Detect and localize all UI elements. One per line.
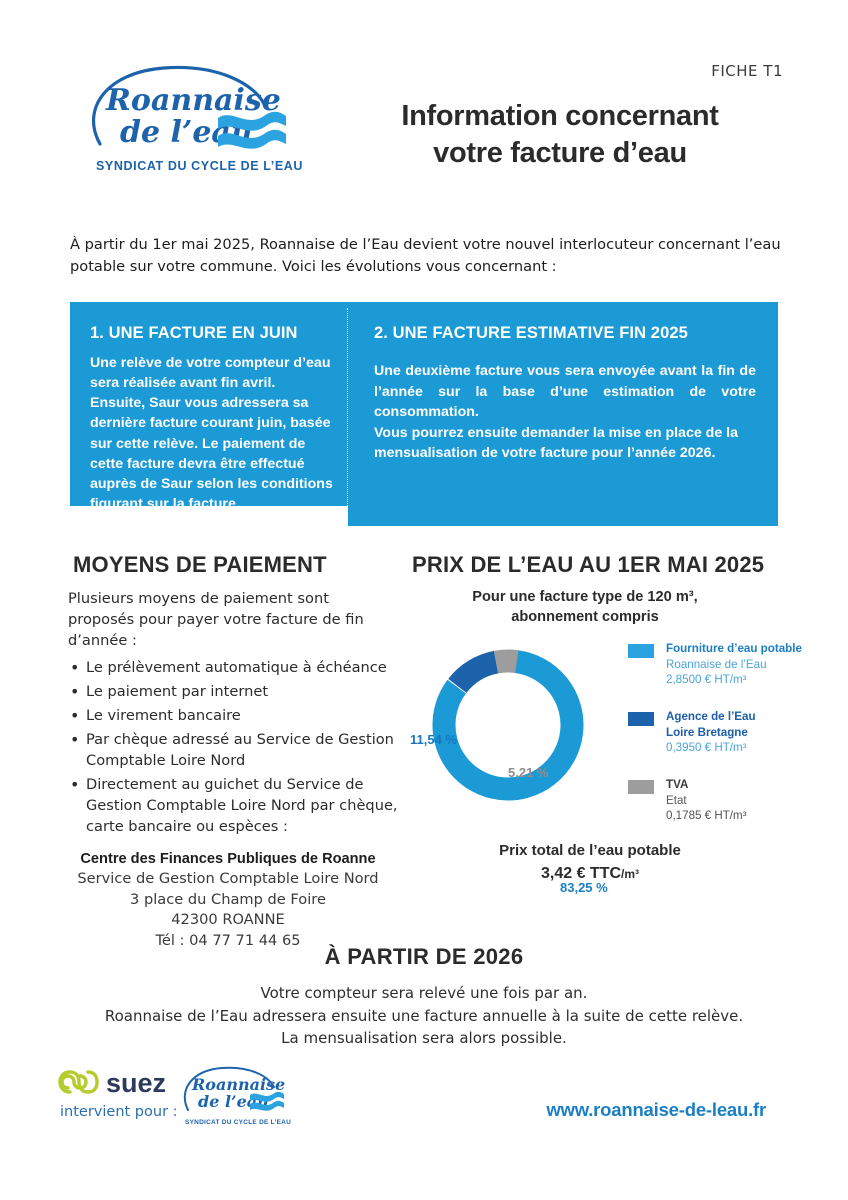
water-price-donut-chart: 11,54 % 5,21 % 83,25 % Fourniture d’eau …	[410, 637, 802, 895]
panel-facture-juin: 1. UNE FACTURE EN JUIN Une relève de vot…	[70, 302, 348, 512]
logo-svg: Roannaise de l’eau SYNDICAT DU CYCLE DE …	[92, 65, 303, 173]
legend-item-agence: Agence de l’Eau Loire Bretagne 0,3950 € …	[628, 709, 803, 755]
total-price-label: Prix total de l’eau potable	[499, 842, 681, 859]
intro-paragraph: À partir du 1er mai 2025, Roannaise de l…	[70, 236, 781, 276]
roannaise-de-leau-logo: Roannaise de l’eau SYNDICAT DU CYCLE DE …	[78, 58, 308, 188]
page-title-line1: Information concernant	[401, 100, 719, 132]
chart-legend: Fourniture d’eau potable Roannaise de l’…	[628, 641, 803, 845]
legend-swatch-icon	[628, 780, 654, 795]
page-title-line2: votre facture d’eau	[433, 137, 687, 170]
panel-facture-estimative: 2. UNE FACTURE ESTIMATIVE FIN 2025 Une d…	[348, 302, 778, 526]
donut-label-tva: 5,21 %	[508, 765, 549, 781]
total-price-amount: 3,42 € TTC	[540, 864, 622, 882]
fiche-reference: FICHE T1	[711, 62, 783, 80]
legend-item-fourniture: Fourniture d’eau potable Roannaise de l’…	[628, 641, 803, 687]
list-item: Le paiement par internet	[68, 680, 398, 703]
section-2026-line2: Roannaise de l’Eau adressera ensuite une…	[104, 1006, 744, 1025]
suez-logo-svg: suez	[58, 1068, 166, 1098]
panel-2-heading: 2. UNE FACTURE ESTIMATIVE FIN 2025	[374, 324, 688, 342]
info-panels: 1. UNE FACTURE EN JUIN Une relève de vot…	[70, 302, 778, 526]
panel-2-body2: Vous pourrez ensuite demander la mise en…	[374, 424, 739, 462]
svg-text:Roannaise: Roannaise	[191, 1075, 285, 1094]
website-url[interactable]: www.roannaise-de-leau.fr	[546, 1099, 766, 1120]
price-heading: PRIX DE L’EAU AU 1ER MAI 2025	[412, 552, 765, 577]
svg-text:SYNDICAT DU CYCLE DE L’EAU: SYNDICAT DU CYCLE DE L’EAU	[185, 1119, 291, 1126]
payment-methods-list: Le prélèvement automatique à échéance Le…	[68, 656, 398, 837]
panel-2-body: Une deuxième facture vous sera envoyée a…	[374, 362, 756, 421]
payment-lead: Plusieurs moyens de paiement sont propos…	[68, 590, 364, 649]
total-price-unit: /m³	[621, 866, 640, 881]
donut-slice-agence	[432, 649, 584, 801]
page-header: Roannaise de l’eau SYNDICAT DU CYCLE DE …	[0, 0, 848, 210]
treasury-address: Centre des Finances Publiques de Roanne …	[68, 849, 388, 951]
panel-1-body: Une relève de votre compteur d’eau sera …	[90, 354, 333, 513]
panel-1-heading: 1. UNE FACTURE EN JUIN	[90, 324, 298, 342]
address-line-4: 42300 ROANNE	[171, 911, 285, 929]
price-column: PRIX DE L’EAU AU 1ER MAI 2025 Pour une f…	[410, 552, 802, 895]
legend-subtitle: Loire Bretagne	[666, 725, 748, 739]
suez-logo: suez	[58, 1060, 358, 1111]
donut-chart-svg	[432, 649, 584, 801]
middle-section: MOYENS DE PAIEMENT Plusieurs moyens de p…	[0, 552, 848, 949]
list-item: Directement au guichet du Service de Ges…	[68, 773, 398, 837]
intervient-pour-label: intervient pour :	[60, 1104, 178, 1120]
list-item: Le prélèvement automatique à échéance	[68, 656, 398, 679]
footer-logo-svg: Roannaise de l’eau SYNDICAT DU CYCLE DE …	[183, 1066, 291, 1126]
address-line-2: Service de Gestion Comptable Loire Nord	[77, 870, 379, 888]
panel-divider	[347, 308, 348, 520]
price-subtitle-line2: abonnement compris	[511, 608, 659, 625]
footer-roannaise-logo: Roannaise de l’eau SYNDICAT DU CYCLE DE …	[176, 1062, 296, 1137]
legend-price: 0,1785 € HT/m³	[666, 808, 747, 822]
list-item: Le virement bancaire	[68, 704, 398, 727]
svg-text:Roannaise: Roannaise	[105, 83, 281, 118]
section-2026-line3: La mensualisation sera alors possible.	[281, 1029, 567, 1047]
page-title: Information concernant votre facture d’e…	[330, 98, 790, 172]
section-2026: À PARTIR DE 2026 Votre compteur sera rel…	[0, 944, 848, 1050]
logo-tagline-text: SYNDICAT DU CYCLE DE L’EAU	[96, 159, 303, 173]
page-footer: suez intervient pour : Roannaise de l’ea…	[0, 1052, 848, 1162]
address-line-3: 3 place du Champ de Foire	[130, 890, 326, 908]
legend-price: 0,3950 € HT/m³	[666, 740, 747, 754]
legend-subtitle: Etat	[666, 793, 687, 807]
payment-methods-column: MOYENS DE PAIEMENT Plusieurs moyens de p…	[68, 552, 398, 951]
donut-label-fourniture: 83,25 %	[560, 880, 608, 896]
address-line-1: Centre des Finances Publiques de Roanne	[80, 851, 376, 867]
legend-title: TVA	[666, 778, 689, 792]
section-2026-line1: Votre compteur sera relevé une fois par …	[260, 984, 588, 1002]
legend-swatch-icon	[628, 712, 654, 727]
legend-swatch-icon	[628, 644, 654, 659]
address-phone: Tél : 04 77 71 44 65	[155, 931, 301, 949]
section-2026-heading: À PARTIR DE 2026	[324, 944, 524, 969]
payment-heading: MOYENS DE PAIEMENT	[73, 552, 327, 577]
legend-subtitle: Roannaise de l’Eau	[666, 657, 767, 671]
total-price-block: Prix total de l’eau potable 3,42 € TTC/m…	[410, 840, 770, 885]
total-price-value: 3,42 € TTC/m³	[410, 862, 770, 885]
legend-title: Fourniture d’eau potable	[666, 642, 802, 656]
legend-item-tva: TVA Etat 0,1785 € HT/m³	[628, 777, 803, 823]
section-2026-body: Votre compteur sera relevé une fois par …	[0, 982, 848, 1050]
legend-title: Agence de l’Eau	[666, 710, 756, 724]
donut-label-agence: 11,54 %	[410, 732, 457, 748]
price-subtitle: Pour une facture type de 120 m³, abonnem…	[410, 588, 760, 627]
list-item: Par chèque adressé au Service de Gestion…	[68, 728, 398, 771]
price-subtitle-line1: Pour une facture type de 120 m³,	[472, 589, 698, 605]
legend-price: 2,8500 € HT/m³	[666, 672, 747, 686]
suez-wordmark: suez	[106, 1068, 166, 1098]
